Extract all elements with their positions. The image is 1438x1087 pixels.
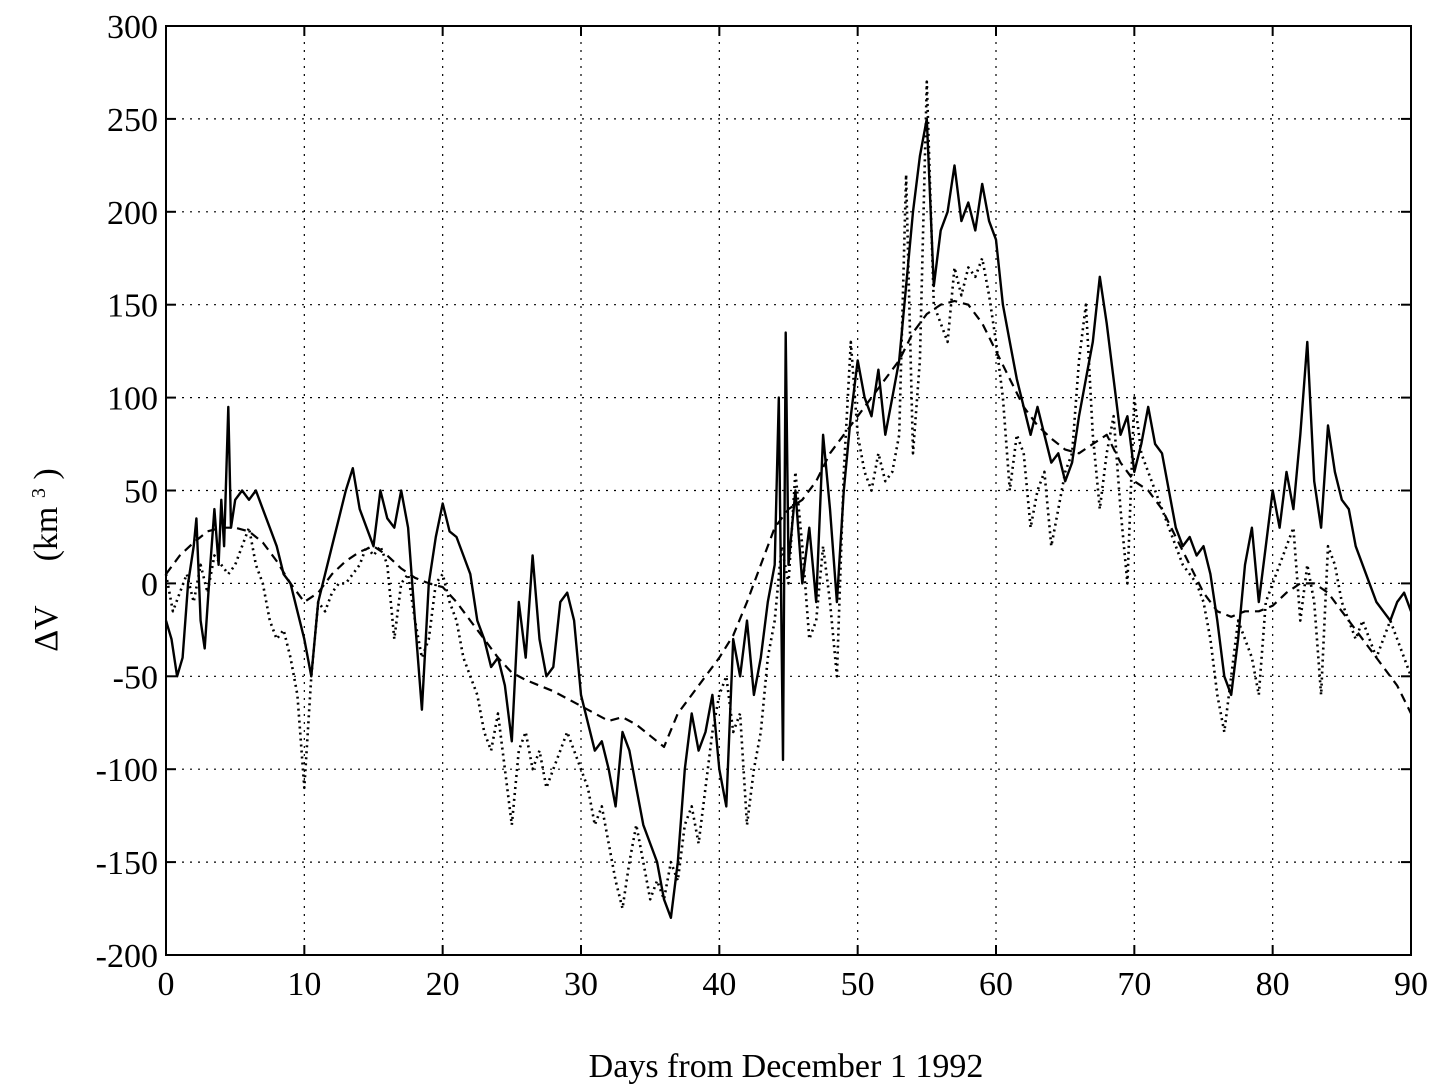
y-tick-label: -200 <box>96 938 158 975</box>
series-line-dotted <box>164 80 1413 910</box>
x-tick-label: 70 <box>1117 966 1151 1003</box>
series-line-dashed <box>165 299 1412 748</box>
y-axis-title: ΔV (km 3 ) <box>16 468 65 651</box>
y-axis-symbol: ΔV <box>28 605 65 652</box>
y-axis-unit: (km <box>28 507 65 562</box>
x-tick-label: 50 <box>841 966 875 1003</box>
y-tick-label: -150 <box>96 845 158 882</box>
x-axis-title: Days from December 1 1992 <box>589 1048 984 1085</box>
y-tick-label: 50 <box>124 474 158 511</box>
y-tick-label: 300 <box>107 9 158 46</box>
x-tick-label: 90 <box>1394 966 1428 1003</box>
x-tick-label: 80 <box>1256 966 1290 1003</box>
x-tick-label: 60 <box>979 966 1013 1003</box>
y-tick-label: -50 <box>113 659 158 696</box>
y-axis-unit-exponent: 3 <box>28 488 50 498</box>
y-axis-unit-close: ) <box>28 468 65 479</box>
tick-labels: 0 10 20 30 40 50 60 70 80 90 -200 -150 -100 -50 0 50 100… <box>96 9 1428 1003</box>
x-tick-label: 30 <box>564 966 598 1003</box>
x-tick-label: 10 <box>287 966 321 1003</box>
y-tick-label: 250 <box>107 102 158 139</box>
series-line-solid <box>164 117 1413 919</box>
x-tick-label: 20 <box>426 966 460 1003</box>
y-tick-label: 100 <box>107 381 158 418</box>
x-tick-label: 0 <box>158 966 175 1003</box>
x-tick-label: 40 <box>702 966 736 1003</box>
plot-series <box>164 80 1413 919</box>
y-tick-label: 200 <box>107 195 158 232</box>
y-tick-label: 0 <box>141 566 158 603</box>
y-tick-label: -100 <box>96 752 158 789</box>
y-tick-label: 150 <box>107 288 158 325</box>
axis-ticks <box>165 25 1412 956</box>
